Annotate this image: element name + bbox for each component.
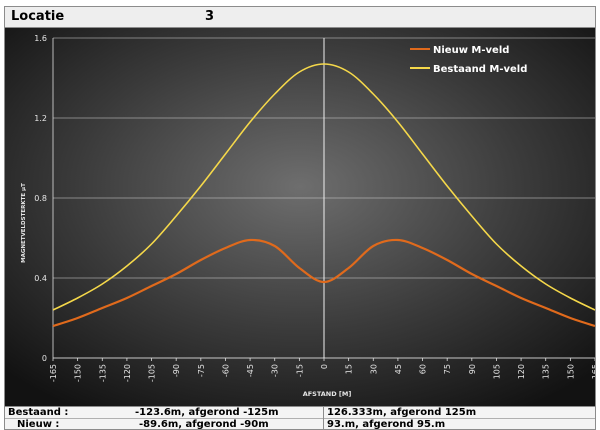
x-tick-label: -90	[172, 364, 181, 377]
summary-right-value: 126.333m, afgerond 125m	[327, 407, 477, 418]
location-header: Locatie 3	[4, 6, 596, 28]
x-tick-label: -165	[49, 364, 58, 382]
x-tick-label: 105	[492, 364, 501, 379]
summary-row-bestaand: Bestaand : -123.6m, afgerond -125m 126.3…	[5, 407, 595, 419]
summary-row-nieuw: Nieuw : -89.6m, afgerond -90m 93.m, afge…	[5, 419, 595, 430]
y-tick-label: 1.6	[34, 34, 47, 43]
x-tick-label: 90	[468, 364, 477, 374]
series-line-nieuw	[52, 238, 595, 328]
y-tick-label: 0.8	[34, 194, 47, 203]
location-label: Locatie	[11, 9, 65, 24]
x-axis-title: AFSTAND [M]	[303, 390, 352, 398]
x-tick-label: 75	[443, 364, 452, 374]
summary-right-value: 93.m, afgerond 95.m	[327, 419, 446, 430]
x-tick-label: 150	[566, 364, 575, 379]
summary-label: Bestaand :	[8, 407, 69, 418]
y-tick-label: 1.2	[34, 114, 47, 123]
x-tick-label: -135	[98, 364, 107, 382]
chart-area: 0 0.4 0.8 1.2 1.6 -165 -150 -135 -120 -105 -90 -75-…	[4, 28, 596, 406]
x-tick-label: -150	[74, 364, 83, 382]
x-tick-label: 30	[369, 364, 378, 374]
x-tick-label: -45	[246, 364, 255, 377]
y-tick-label: 0	[42, 354, 47, 363]
x-tick-label: -75	[197, 364, 206, 377]
x-tick-label: -30	[271, 364, 280, 377]
x-tick-label: 15	[345, 364, 354, 374]
x-tick-label: -105	[148, 364, 157, 382]
distance-summary: Bestaand : -123.6m, afgerond -125m 126.3…	[4, 406, 596, 430]
summary-label: Nieuw :	[17, 419, 60, 430]
location-value: 3	[205, 9, 215, 24]
x-tick-label: -15	[295, 364, 304, 377]
x-tick-label: 120	[517, 364, 526, 379]
magnetic-field-chart: 00.40.81.21.6-165 -150 -135 -120 -105 -90 -75-…	[5, 28, 595, 406]
summary-divider	[323, 407, 324, 429]
summary-left-value: -123.6m, afgerond -125m	[135, 407, 279, 418]
y-tick-label: 0.4	[34, 274, 47, 283]
x-tick-label: -60	[221, 364, 230, 377]
x-tick-label: 0	[320, 364, 329, 369]
legend-label-bestaand: Bestaand M-veld	[433, 64, 527, 75]
legend-label-nieuw: Nieuw M-veld	[433, 45, 509, 56]
x-tick-label: 165	[591, 364, 595, 379]
summary-left-value: -89.6m, afgerond -90m	[139, 419, 269, 430]
x-tick-label: 60	[419, 364, 428, 374]
series-line-bestaand	[52, 63, 595, 311]
x-tick-label: -120	[123, 364, 132, 382]
y-axis-title: MAGNETVELDSTERKTE µT	[21, 183, 27, 263]
x-tick-label: 45	[394, 364, 403, 374]
x-tick-label: 135	[542, 364, 551, 379]
chart-background	[5, 28, 595, 406]
